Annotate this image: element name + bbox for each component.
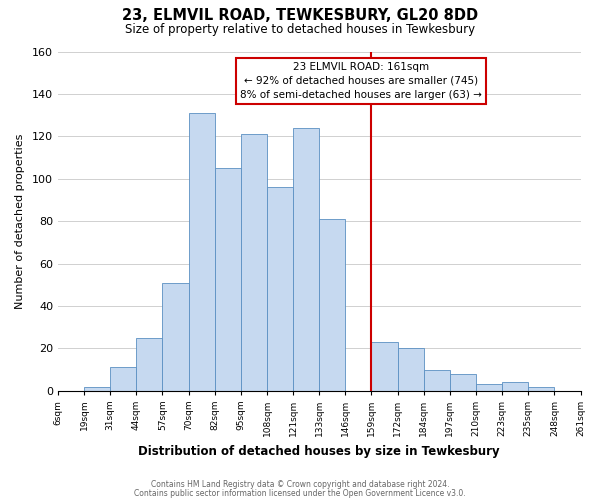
Bar: [241, 134, 267, 391]
Bar: [215, 168, 241, 391]
Bar: [450, 374, 476, 391]
Bar: [371, 342, 398, 391]
Bar: [424, 370, 450, 391]
Bar: [476, 384, 502, 391]
Text: 23 ELMVIL ROAD: 161sqm
← 92% of detached houses are smaller (745)
8% of semi-det: 23 ELMVIL ROAD: 161sqm ← 92% of detached…: [240, 62, 482, 100]
Text: 23, ELMVIL ROAD, TEWKESBURY, GL20 8DD: 23, ELMVIL ROAD, TEWKESBURY, GL20 8DD: [122, 8, 478, 22]
Text: Contains HM Land Registry data © Crown copyright and database right 2024.: Contains HM Land Registry data © Crown c…: [151, 480, 449, 489]
Bar: [319, 219, 346, 391]
Bar: [163, 282, 188, 391]
Bar: [136, 338, 163, 391]
Bar: [267, 187, 293, 391]
Bar: [528, 386, 554, 391]
Bar: [502, 382, 528, 391]
Y-axis label: Number of detached properties: Number of detached properties: [15, 134, 25, 309]
Bar: [188, 113, 215, 391]
Bar: [398, 348, 424, 391]
Text: Size of property relative to detached houses in Tewkesbury: Size of property relative to detached ho…: [125, 22, 475, 36]
Bar: [293, 128, 319, 391]
Bar: [110, 368, 136, 391]
X-axis label: Distribution of detached houses by size in Tewkesbury: Distribution of detached houses by size …: [139, 444, 500, 458]
Text: Contains public sector information licensed under the Open Government Licence v3: Contains public sector information licen…: [134, 488, 466, 498]
Bar: [84, 386, 110, 391]
